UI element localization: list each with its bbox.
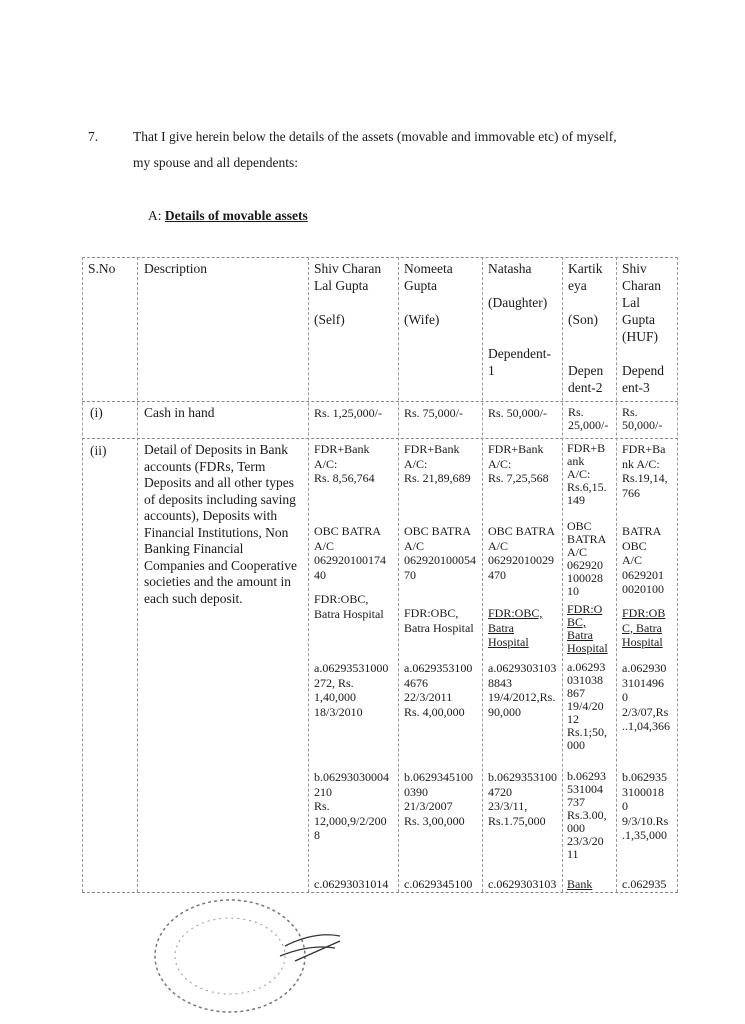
deposit-b-self: b.06293030004 210 Rs. 12,000,9/2/200 8	[314, 770, 389, 842]
row-divider	[82, 438, 678, 439]
deposit-a-wife: a.0629353100 4676 22/3/2011 Rs. 4,00,000	[404, 661, 473, 719]
fdr-self: FDR:OBC, Batra Hospital	[314, 592, 384, 621]
col-line	[677, 257, 678, 892]
deposit-a-son: a.06293 031038 867 19/4/20 12 Rs.1;50, 0…	[567, 660, 608, 752]
col-line	[308, 257, 309, 892]
header-divider	[82, 401, 678, 402]
row2-description: Detail of Deposits in Bank accounts (FDR…	[144, 442, 297, 606]
deposit-c-self: c.06293031014	[314, 877, 389, 891]
deposit-c-daughter: c.0629303103	[488, 877, 557, 891]
bank-self: FDR+Bank A/C: Rs. 8,56,764	[314, 442, 375, 485]
header-description: Description	[144, 261, 207, 276]
paragraph-number: 7.	[88, 129, 99, 144]
paragraph-line-1: That I give herein below the details of …	[133, 129, 617, 144]
deposit-b-daughter: b.0629353100 4720 23/3/11, Rs.1.75,000	[488, 770, 557, 828]
section-heading: A: Details of movable assets	[148, 208, 308, 224]
bank-huf: FDR+Ba nk A/C: Rs.19,14, 766	[622, 442, 668, 500]
deposit-a-daughter: a.0629303103 8843 19/4/2012,Rs. 90,000	[488, 661, 557, 719]
col-line	[137, 257, 138, 892]
fdr-daughter: FDR:OBC, Batra Hospital	[488, 606, 543, 649]
row1-description: Cash in hand	[144, 405, 215, 420]
deposit-a-self: a.06293531000 272, Rs. 1,40,000 18/3/201…	[314, 661, 389, 719]
header-huf: Shiv Charan Lal Gupta (HUF) Depend ent-3	[622, 261, 664, 395]
header-wife: Nomeeta Gupta (Wife)	[404, 261, 453, 327]
deposit-c-wife: c.0629345100	[404, 877, 473, 891]
row1-huf: Rs. 50,000/-	[622, 405, 663, 432]
deposit-c-son: Bank	[567, 877, 593, 891]
deposit-b-huf: b.062935 3100018 0 9/3/10.Rs .1,35,000	[622, 770, 669, 842]
row1-wife: Rs. 75,000/-	[404, 406, 464, 420]
paragraph-line-2: my spouse and all dependents:	[133, 155, 298, 170]
deposit-a-huf: a.062930 3101496 0 2/3/07,Rs ..1,04,366	[622, 661, 670, 733]
header-daughter: Natasha (Daughter) Dependent- 1	[488, 261, 551, 378]
col-line	[616, 257, 617, 892]
obc-self: OBC BATRA A/C 062920100174 40	[314, 524, 386, 582]
bank-wife: FDR+Bank A/C: Rs. 21,89,689	[404, 442, 471, 485]
col-line	[82, 257, 83, 892]
deposit-c-huf: c.062935	[622, 877, 667, 891]
row1-son: Rs. 25,000/-	[568, 405, 609, 432]
bank-son: FDR+B ank A/C: Rs.6,15. 149	[567, 441, 607, 507]
deposit-b-wife: b.0629345100 0390 21/3/2007 Rs. 3,00,000	[404, 770, 473, 828]
fdr-son: FDR:O BC, Batra Hospital	[567, 602, 608, 655]
official-stamp	[154, 899, 341, 1013]
col-line	[562, 257, 563, 892]
deposit-b-son: b.06293 531004 737 Rs.3.00, 000 23/3/20 …	[567, 769, 607, 861]
signature	[279, 934, 341, 962]
header-self: Shiv Charan Lal Gupta (Self)	[314, 261, 382, 327]
obc-daughter: OBC BATRA A/C 06292010029 470	[488, 524, 556, 582]
obc-huf: BATRA OBC A/C 0629201 0020100	[622, 524, 664, 596]
header-sno: S.No	[88, 261, 116, 276]
table-border-top	[82, 257, 678, 258]
fdr-wife: FDR:OBC, Batra Hospital	[404, 606, 474, 635]
section-prefix: A:	[148, 208, 165, 223]
bank-daughter: FDR+Bank A/C: Rs. 7,25,568	[488, 442, 549, 485]
obc-son: OBC BATRA A/C 062920 100028 10	[567, 519, 607, 598]
obc-wife: OBC BATRA A/C 062920100054 70	[404, 524, 476, 582]
col-line	[482, 257, 483, 892]
row1-sno: (i)	[90, 405, 103, 420]
col-line	[398, 257, 399, 892]
fdr-huf: FDR:OB C, Batra Hospital	[622, 606, 666, 649]
row1-daughter: Rs. 50,000/-	[488, 406, 548, 420]
row1-self: Rs. 1,25,000/-	[314, 406, 383, 420]
header-son: Kartik eya (Son) Depen dent-2	[568, 261, 604, 395]
row2-sno: (ii)	[90, 443, 107, 458]
table-border-bottom	[82, 892, 678, 893]
section-title: Details of movable assets	[164, 208, 308, 223]
